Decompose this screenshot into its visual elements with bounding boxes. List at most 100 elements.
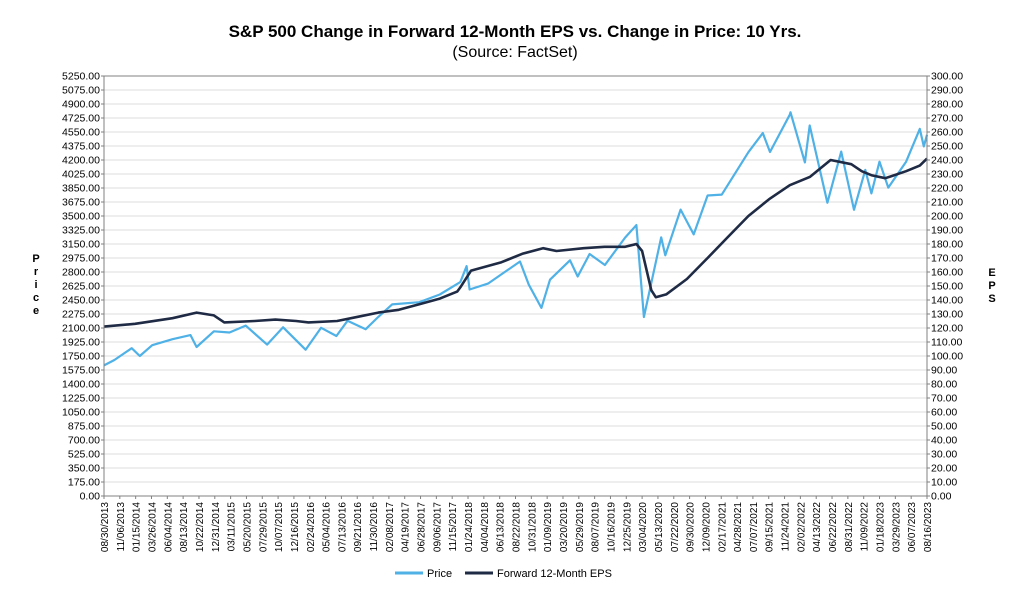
x-tick-label: 05/13/2020 (654, 502, 665, 552)
x-tick-label: 03/26/2014 (147, 502, 158, 552)
right-y-tick-label: 110.00 (931, 337, 962, 349)
left-y-tick-label: 175.00 (68, 477, 100, 489)
left-y-tick-label: 2100.00 (62, 323, 100, 335)
left-y-tick-label: 525.00 (68, 449, 100, 461)
legend-label: Forward 12-Month EPS (497, 568, 612, 580)
legend: Price Forward 12-Month EPS (395, 568, 612, 580)
x-tick-label: 02/17/2021 (717, 502, 728, 552)
left-y-axis-ticks: 0.00 175.00 350.00 525.00 700.00 875.00 1050.0… (62, 71, 104, 503)
x-tick-label: 08/22/2018 (512, 502, 523, 552)
left-y-axis-label-letter: e (33, 305, 39, 317)
left-y-axis-label-letter: r (34, 266, 39, 278)
right-y-tick-label: 140.00 (931, 295, 963, 307)
right-y-tick-label: 170.00 (931, 253, 963, 265)
eps-series-line (103, 157, 928, 328)
price-series-line (103, 111, 929, 367)
left-y-tick-label: 5075.00 (62, 85, 100, 97)
right-y-axis-label-letter: P (988, 280, 995, 292)
x-tick-label: 10/31/2018 (527, 502, 538, 552)
x-tick-label: 01/24/2018 (464, 502, 475, 552)
x-tick-label: 03/29/2023 (891, 502, 902, 552)
right-y-tick-label: 10.00 (931, 477, 957, 489)
x-tick-label: 03/20/2019 (559, 502, 570, 552)
left-y-tick-label: 4550.00 (62, 127, 100, 139)
right-y-tick-label: 130.00 (931, 309, 963, 321)
x-tick-label: 07/13/2016 (337, 502, 348, 552)
x-tick-label: 06/13/2018 (496, 502, 507, 552)
right-y-tick-label: 100.00 (931, 351, 963, 363)
x-tick-label: 12/16/2015 (290, 502, 301, 552)
x-tick-label: 10/16/2019 (606, 502, 617, 552)
x-tick-label: 06/22/2022 (828, 502, 839, 552)
left-y-tick-label: 3150.00 (62, 239, 100, 251)
x-tick-label: 01/18/2023 (876, 502, 887, 552)
left-y-tick-label: 3325.00 (62, 225, 100, 237)
left-y-tick-label: 4025.00 (62, 169, 100, 181)
left-y-axis-label-letter: c (33, 292, 39, 304)
left-y-tick-label: 4725.00 (62, 113, 100, 125)
left-y-tick-label: 3850.00 (62, 183, 100, 195)
x-tick-label: 08/31/2022 (844, 502, 855, 552)
x-tick-label: 08/16/2023 (923, 502, 934, 552)
right-y-tick-label: 210.00 (931, 197, 963, 209)
left-y-tick-label: 1575.00 (62, 365, 100, 377)
right-y-tick-label: 250.00 (931, 141, 963, 153)
right-y-tick-label: 0.00 (931, 491, 952, 503)
x-tick-label: 09/30/2020 (686, 502, 697, 552)
right-y-axis-label: EPS (988, 267, 995, 305)
left-y-axis-label-letter: P (32, 253, 39, 265)
left-y-tick-label: 5250.00 (62, 71, 100, 83)
x-tick-label: 12/31/2014 (211, 502, 222, 552)
right-y-tick-label: 90.00 (931, 365, 957, 377)
x-tick-label: 01/15/2014 (132, 502, 143, 552)
x-tick-label: 11/09/2022 (860, 502, 871, 552)
x-tick-label: 07/22/2020 (670, 502, 681, 552)
left-y-tick-label: 1050.00 (62, 407, 100, 419)
x-tick-label: 08/30/2013 (100, 502, 111, 552)
right-y-tick-label: 40.00 (931, 435, 957, 447)
x-tick-label: 04/13/2022 (812, 502, 823, 552)
left-y-tick-label: 350.00 (68, 463, 100, 475)
left-y-tick-label: 1750.00 (62, 351, 100, 363)
x-tick-label: 08/07/2019 (591, 502, 602, 552)
x-tick-label: 02/08/2017 (385, 502, 396, 552)
left-y-tick-label: 700.00 (68, 435, 100, 447)
series-lines (103, 111, 929, 367)
x-tick-label: 03/04/2020 (638, 502, 649, 552)
right-y-tick-label: 120.00 (931, 323, 963, 335)
gridlines (104, 75, 927, 497)
right-y-tick-label: 180.00 (931, 239, 963, 251)
x-tick-label: 09/06/2017 (432, 502, 443, 552)
right-y-tick-label: 270.00 (931, 113, 963, 125)
chart-title: S&P 500 Change in Forward 12-Month EPS v… (229, 22, 802, 41)
right-y-axis-label-letter: S (988, 293, 995, 305)
left-y-tick-label: 2975.00 (62, 253, 100, 265)
left-y-tick-label: 3675.00 (62, 197, 100, 209)
right-y-tick-label: 200.00 (931, 211, 963, 223)
left-y-tick-label: 1225.00 (62, 393, 100, 405)
x-tick-label: 11/24/2021 (781, 502, 792, 552)
x-tick-label: 12/25/2019 (622, 502, 633, 552)
x-tick-label: 09/21/2016 (353, 502, 364, 552)
chart-subtitle: (Source: FactSet) (452, 44, 577, 61)
left-y-tick-label: 3500.00 (62, 211, 100, 223)
left-y-tick-label: 1925.00 (62, 337, 100, 349)
right-y-tick-label: 50.00 (931, 421, 957, 433)
right-y-tick-label: 20.00 (931, 463, 957, 475)
x-tick-label: 11/30/2016 (369, 502, 380, 552)
x-tick-label: 11/15/2017 (448, 502, 459, 552)
left-y-tick-label: 2800.00 (62, 267, 100, 279)
x-tick-label: 06/04/2014 (163, 502, 174, 552)
x-tick-label: 02/02/2022 (796, 502, 807, 552)
x-tick-label: 04/04/2018 (480, 502, 491, 552)
right-y-tick-label: 80.00 (931, 379, 957, 391)
left-y-tick-label: 0.00 (80, 491, 101, 503)
x-tick-label: 10/22/2014 (195, 502, 206, 552)
legend-label: Price (427, 568, 452, 580)
x-tick-label: 07/29/2015 (258, 502, 269, 552)
x-tick-label: 10/07/2015 (274, 502, 285, 552)
x-tick-label: 06/07/2023 (907, 502, 918, 552)
right-y-tick-label: 190.00 (931, 225, 963, 237)
